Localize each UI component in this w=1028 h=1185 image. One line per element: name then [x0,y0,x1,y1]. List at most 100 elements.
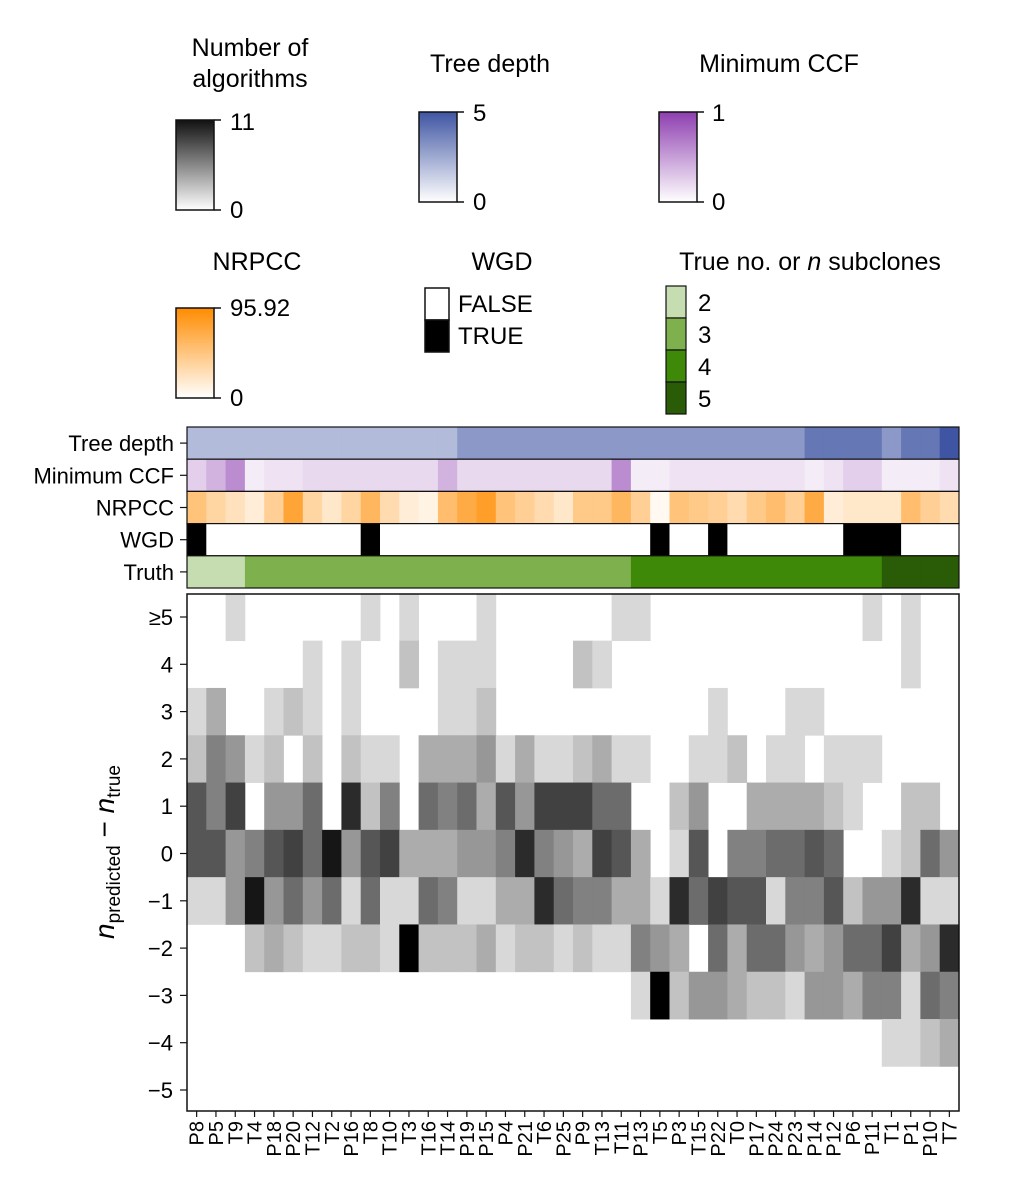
heatmap-cell [804,924,825,973]
heatmap-cell [341,829,362,878]
track-truth-cell [399,555,419,588]
heatmap-cell [302,829,323,878]
track-truth-cell [360,555,381,588]
heatmap-cell [457,735,477,783]
heatmap-cell [495,877,516,925]
track-min-ccf-cell [457,459,477,492]
track-wgd-cell [476,523,497,556]
heatmap-cell [534,924,555,973]
track-truth-cell [881,555,902,588]
heatmap-cell [843,971,863,1020]
heatmap-cell [688,735,709,783]
track-wgd-cell [727,523,748,556]
heatmap-cell [341,877,362,925]
y-axis-label: npredicted − ntrue [89,765,125,939]
heatmap-cell [939,829,960,878]
legend-tree-depth-min: 0 [473,189,486,216]
x-tick-label: T15 [688,1121,710,1155]
x-tick-label: P6 [843,1121,865,1145]
legend-min-ccf: Minimum CCF 1 0 [658,50,859,216]
heatmap-cell [476,735,497,783]
track-tree-depth-cell [688,427,709,460]
legend-num-algorithms: Number of algorithms 11 0 [175,34,308,224]
heatmap-cell [785,877,805,925]
track-tree-depth-cell [418,427,439,460]
track-min-ccf-cell [611,459,632,492]
heatmap-cell [225,735,246,783]
track-nrpcc-cell [843,491,863,524]
heatmap-cell [206,687,226,736]
legend-nrpcc-title: NRPCC [213,248,302,276]
annotation-tracks [186,426,960,589]
x-tick-label: T5 [650,1121,672,1144]
track-tree-depth-cell [264,427,284,460]
track-wgd-cell [302,523,323,556]
heatmap-cell [380,782,400,831]
x-tick-label: P21 [515,1121,537,1157]
heatmap-cells [187,593,960,1067]
track-tree-depth-cell [553,427,574,460]
heatmap-cell [399,877,419,925]
heatmap-cell [939,924,960,973]
track-min-ccf-cell [746,459,767,492]
heatmap-cell [476,687,497,736]
heatmap-cell [630,924,651,973]
heatmap-cell [843,735,863,783]
heatmap-cell [804,829,825,878]
heatmap-cell [766,829,786,878]
heatmap-cell [669,971,690,1020]
track-wgd-cell [785,523,805,556]
track-tree-depth-cell [206,427,226,460]
heatmap-cell [380,735,400,783]
heatmap-cell [187,829,207,878]
heatmap-cell [515,782,535,831]
x-tick-label: T3 [399,1121,421,1144]
heatmap-cell [225,782,246,831]
track-min-ccf-cell [785,459,805,492]
heatmap-cell [727,971,748,1020]
track-tree-depth-cell [881,427,902,460]
heatmap-cell [804,971,825,1020]
x-tick-label: T10 [380,1121,402,1155]
legend-min-ccf-title: Minimum CCF [699,50,859,78]
track-min-ccf-cell [901,459,921,492]
legend-subclones-label: 4 [698,354,711,381]
heatmap-cell [862,593,883,642]
heatmap-cell [669,829,690,878]
heatmap-cell [476,924,497,973]
track-nrpcc-cell [708,491,728,524]
heatmap-cell [785,971,805,1020]
track-tree-depth-cell [669,427,690,460]
track-tree-depth-cell [611,427,632,460]
heatmap-cell [611,924,632,973]
track-truth-cell [515,555,535,588]
x-tick-label: P12 [824,1121,846,1157]
heatmap-cell [746,782,767,831]
track-tree-depth-cell [187,427,207,460]
track-min-ccf-cell [688,459,709,492]
heatmap-cell [380,829,400,878]
track-min-ccf-cell [399,459,419,492]
y-tick-label: −4 [148,1031,173,1056]
track-wgd-cell [708,523,728,556]
x-tick-label: T8 [360,1121,382,1144]
track-truth-cell [766,555,786,588]
track-min-ccf-cell [630,459,651,492]
track-truth-cell [341,555,362,588]
track-tree-depth-cell [920,427,941,460]
heatmap-cell [862,924,883,973]
legend-subclones-label: 3 [698,322,711,349]
track-nrpcc-cell [804,491,825,524]
heatmap-cell [573,782,593,831]
heatmap-cell [920,782,941,831]
track-nrpcc-cell [823,491,844,524]
heatmap-cell [206,877,226,925]
legend-subclones-swatch [665,381,687,415]
track-nrpcc-cell [534,491,555,524]
heatmap-cell [495,735,516,783]
heatmap-cell [457,782,477,831]
track-nrpcc-cell [515,491,535,524]
track-min-ccf-cell [283,459,304,492]
legend-wgd-true-swatch [424,319,450,353]
heatmap-cell [302,782,323,831]
